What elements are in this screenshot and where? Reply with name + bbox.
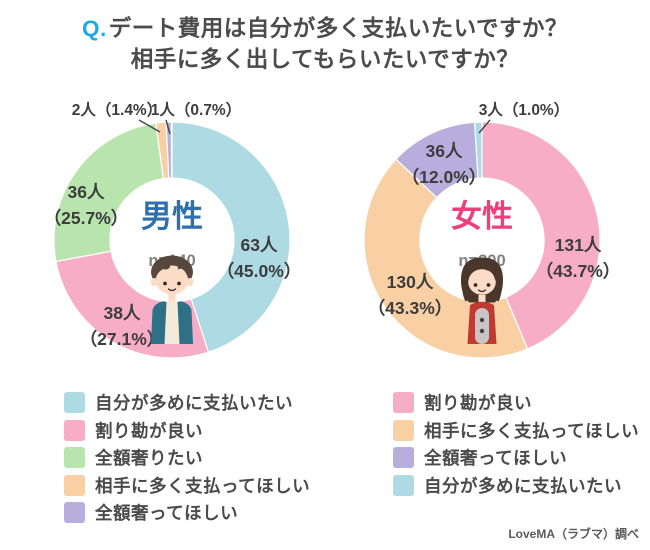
group-label: 女性 (451, 199, 513, 234)
slice-count-label: 130人 (387, 272, 434, 292)
legend-label: 割り勘が良い (95, 420, 203, 441)
q-prefix: Q. (81, 16, 107, 41)
female-donut-chart: 131人 （43.7%） 130人 （43.3%） 36人 （12.0%） 3人（1.0%）… (363, 101, 621, 359)
label-leader-line (165, 119, 171, 135)
legend-label: 自分が多めに支払いたい (424, 475, 622, 496)
legend-label: 全額奢ってほしい (424, 448, 568, 468)
legend-item: 全額奢りたい (64, 447, 310, 468)
slice-percent-label: （45.0%） (217, 261, 302, 281)
male-character-illustration (150, 255, 194, 344)
legend-item: 全額奢ってほしい (64, 502, 310, 523)
legend-swatch (64, 447, 85, 468)
legend-item: 自分が多めに支払いたい (393, 474, 639, 496)
label-leader-line (478, 119, 491, 134)
legend-swatch (393, 474, 414, 496)
legend-label: 相手に多く支払ってほしい (95, 475, 311, 496)
legend-swatch (393, 419, 414, 441)
slice-percent-label: （43.3%） (368, 298, 453, 318)
legend-label: 自分が多めに支払いたい (95, 393, 293, 413)
male-donut-chart: 63人 （45.0%） 38人 （27.1%） 36人 （25.7%） 2人（1.4%）1人… (44, 101, 302, 359)
donut-slice (171, 121, 291, 353)
question-text-1: デート費用は自分が多く支払いたいですか？ (108, 16, 569, 41)
slice-outside-label: 1人（0.7%） (151, 101, 241, 119)
question-line-2: 相手に多く出してもらいたいですか？ (130, 47, 520, 72)
slice-outside-label: 2人（1.4%） (72, 101, 162, 119)
donut-slice (165, 121, 173, 179)
slice-outside-label: 3人（1.0%） (479, 101, 569, 119)
legend-label: 相手に多く支払ってほしい (424, 420, 640, 441)
legend-label: 全額奢ってほしい (95, 503, 239, 523)
male-legend: 自分が多めに支払いたい 割り勘が良い 全額奢りたい相手に多く支払ってほしい 全額奢って… (64, 392, 310, 530)
slice-count-label: 131人 (555, 235, 602, 255)
legend-item: 割り勘が良い (64, 419, 310, 441)
slice-count-label: 63人 (241, 235, 278, 255)
slice-percent-label: （43.7%） (536, 261, 621, 281)
question-line-1: Q.デート費用は自分が多く支払いたいですか？ (0, 13, 650, 44)
legend-swatch (393, 447, 414, 468)
legend-swatch (64, 419, 85, 441)
legend-item: 自分が多めに支払いたい (64, 392, 310, 413)
legend-swatch (64, 502, 85, 523)
female-legend: 割り勘が良い相手に多く支払ってほしい 全額奢ってほしい自分が多めに支払いたい (393, 392, 639, 502)
slice-percent-label: （12.0%） (402, 167, 487, 187)
slice-percent-label: （25.7%） (44, 208, 129, 228)
legend-label: 割り勘が良い (424, 393, 532, 413)
slice-count-label: 38人 (104, 303, 141, 323)
female-character-illustration (461, 257, 503, 344)
legend-swatch (64, 474, 85, 496)
legend-label: 全額奢りたい (95, 448, 203, 468)
legend-item: 相手に多く支払ってほしい (393, 419, 640, 441)
donut-slice (481, 121, 601, 350)
slice-percent-label: （27.1%） (80, 329, 165, 349)
slice-count-label: 36人 (426, 141, 463, 161)
slice-count-label: 36人 (68, 182, 105, 202)
legend-swatch (393, 392, 414, 413)
legend-item: 相手に多く支払ってほしい (64, 474, 311, 496)
legend-swatch (64, 392, 85, 413)
group-label: 男性 (141, 199, 203, 234)
legend-item: 割り勘が良い (393, 392, 639, 413)
donut-slice (473, 121, 483, 179)
label-leader-line (138, 119, 161, 133)
legend-item: 全額奢ってほしい (393, 447, 639, 468)
question-title: Q.デート費用は自分が多く支払いたいですか？ 相手に多く出してもらいたいですか？ (0, 13, 650, 75)
source-note: LoveMA（ラブマ）調べ (508, 527, 639, 541)
